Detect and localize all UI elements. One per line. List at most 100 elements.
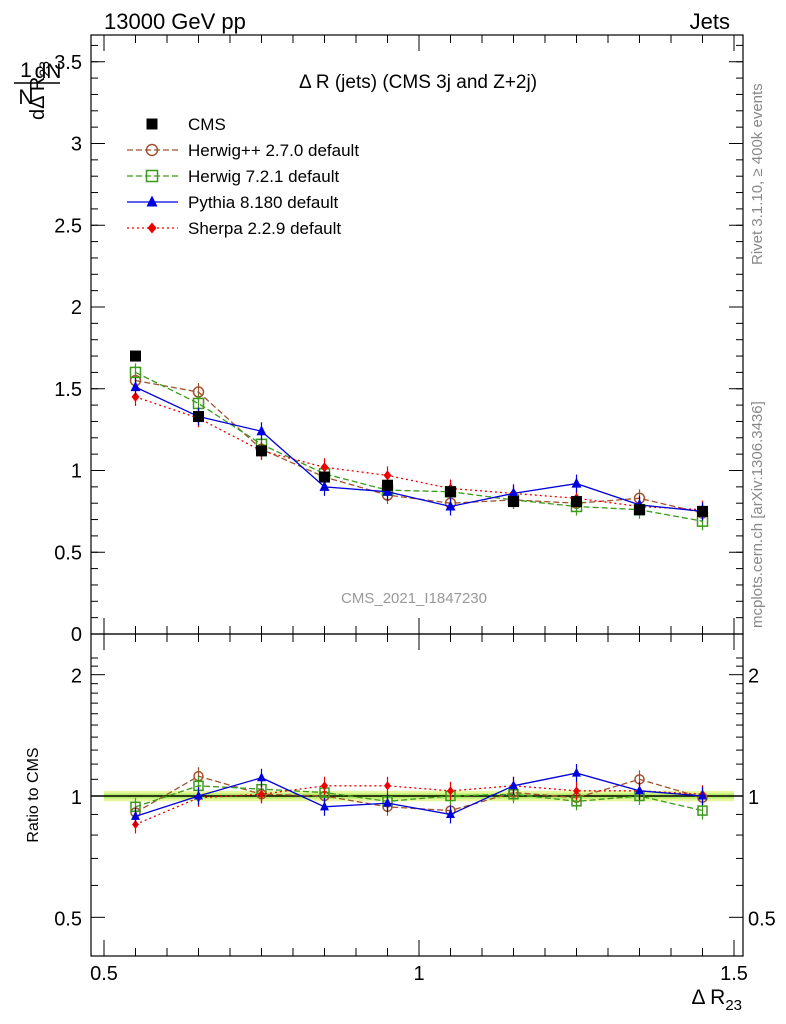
data-point xyxy=(145,143,159,157)
x-axis-label: Δ R23 xyxy=(691,986,742,1014)
series-line xyxy=(135,386,703,513)
data-point xyxy=(508,487,519,498)
data-point xyxy=(698,790,707,800)
data-point xyxy=(634,504,645,516)
watermark: CMS_2021_I1847230 xyxy=(341,590,487,607)
series-line xyxy=(135,396,703,511)
y-tick-label-main: 2.5 xyxy=(54,215,82,237)
header-left: 13000 GeV pp xyxy=(104,9,246,34)
data-point xyxy=(256,445,267,457)
data-point xyxy=(697,805,708,816)
y-axis-label-ratio: Ratio to CMS xyxy=(25,747,42,842)
data-point xyxy=(509,780,518,790)
legend-entry: Herwig 7.2.1 default xyxy=(127,167,339,186)
x-tick-label: 1 xyxy=(413,963,424,985)
data-point xyxy=(571,477,582,488)
y-tick-label-main: 0 xyxy=(71,624,82,646)
svg-text:N: N xyxy=(18,86,33,109)
data-point xyxy=(697,505,708,517)
ratio-series-line xyxy=(135,772,703,818)
y-tick-label-main: 0.5 xyxy=(54,542,82,564)
y-tick-label-ratio-right: 1 xyxy=(748,787,759,809)
data-point xyxy=(130,350,141,362)
series-0 xyxy=(130,350,708,517)
series-line xyxy=(135,371,703,522)
x-tick-label: 0.5 xyxy=(90,963,118,985)
data-point xyxy=(571,496,582,508)
data-point xyxy=(573,786,580,796)
data-point xyxy=(382,485,393,496)
svg-text:1: 1 xyxy=(20,59,32,82)
ratio-series-line xyxy=(135,785,703,812)
ratio-panel: 0.5 0.5 1 1 2 2 Ratio to CMS xyxy=(25,633,776,957)
legend-label: Sherpa 2.2.9 default xyxy=(188,219,341,238)
data-point xyxy=(446,808,455,818)
data-point xyxy=(256,425,267,436)
data-point xyxy=(382,479,393,491)
main-panel: 0 0.5 1 1.5 2 2.5 3 3.5 Δ R (jets) (CMS 3j and … xyxy=(54,34,744,646)
y-tick-label-main: 1 xyxy=(71,461,82,483)
data-point xyxy=(320,801,329,811)
data-point xyxy=(508,496,519,508)
data-point xyxy=(130,381,141,392)
data-point xyxy=(319,480,330,491)
data-point xyxy=(194,790,203,800)
data-point xyxy=(447,786,454,796)
y-tick-label-ratio: 0.5 xyxy=(54,908,82,930)
data-point xyxy=(445,500,456,511)
series-line xyxy=(135,379,703,514)
legend-label: Herwig 7.2.1 default xyxy=(188,167,339,186)
ratio-series-line xyxy=(135,775,703,814)
header-right: Jets xyxy=(690,9,730,34)
y-tick-label-ratio-right: 0.5 xyxy=(748,908,776,930)
series-3 xyxy=(130,378,708,521)
y-tick-label-ratio: 1 xyxy=(71,787,82,809)
y-tick-label-main: 3.5 xyxy=(54,52,82,74)
data-point xyxy=(445,486,456,498)
y-tick-label-main: 2 xyxy=(71,297,82,319)
rivet-label: Rivet 3.1.10, ≥ 400k events xyxy=(749,83,766,265)
ratio-series xyxy=(91,764,743,834)
legend-entry: Herwig++ 2.7.0 default xyxy=(127,141,359,160)
y-tick-label-ratio: 2 xyxy=(71,666,82,688)
chart-title: Δ R (jets) (CMS 3j and Z+2j) xyxy=(299,72,537,93)
legend: CMS Herwig++ 2.7.0 default Herwig 7.2.1 de… xyxy=(127,115,359,238)
main-series xyxy=(129,350,709,531)
data-point xyxy=(193,411,204,423)
series-2 xyxy=(129,363,709,531)
y-axis-label-main: 1 N dN xyxy=(14,59,61,109)
legend-label: Herwig++ 2.7.0 default xyxy=(188,141,359,160)
legend-label: Pythia 8.180 default xyxy=(188,193,339,212)
data-point xyxy=(129,366,142,379)
legend-label: CMS xyxy=(188,115,226,134)
x-tick-label: 1.5 xyxy=(720,963,748,985)
data-point xyxy=(146,195,158,207)
data-point xyxy=(321,781,328,791)
y-tick-label-main: 3 xyxy=(71,134,82,156)
data-point xyxy=(319,471,330,483)
data-point xyxy=(257,772,266,782)
ratio-frame xyxy=(90,633,744,957)
x-tick-labels: 0.5 1 1.5 xyxy=(90,963,748,985)
data-point xyxy=(258,789,265,799)
data-point xyxy=(131,810,140,820)
data-point xyxy=(147,222,157,234)
data-point xyxy=(131,391,140,402)
data-point xyxy=(384,781,391,791)
data-point xyxy=(146,118,158,130)
data-point xyxy=(572,767,581,777)
data-point xyxy=(383,797,392,807)
legend-entry: Sherpa 2.2.9 default xyxy=(127,219,341,238)
y-tick-label-ratio-right: 2 xyxy=(748,666,759,688)
legend-entry: Pythia 8.180 default xyxy=(127,193,339,212)
main-ticks: 0 0.5 1 1.5 2 2.5 3 3.5 xyxy=(54,35,743,646)
ratio-series-3 xyxy=(131,764,707,826)
data-point xyxy=(635,785,644,795)
data-point xyxy=(145,169,159,183)
data-point xyxy=(383,470,392,481)
y-tick-label-main: 1.5 xyxy=(54,379,82,401)
data-point xyxy=(320,462,329,473)
svg-text:dN: dN xyxy=(35,60,62,83)
legend-entry: CMS xyxy=(146,115,226,134)
